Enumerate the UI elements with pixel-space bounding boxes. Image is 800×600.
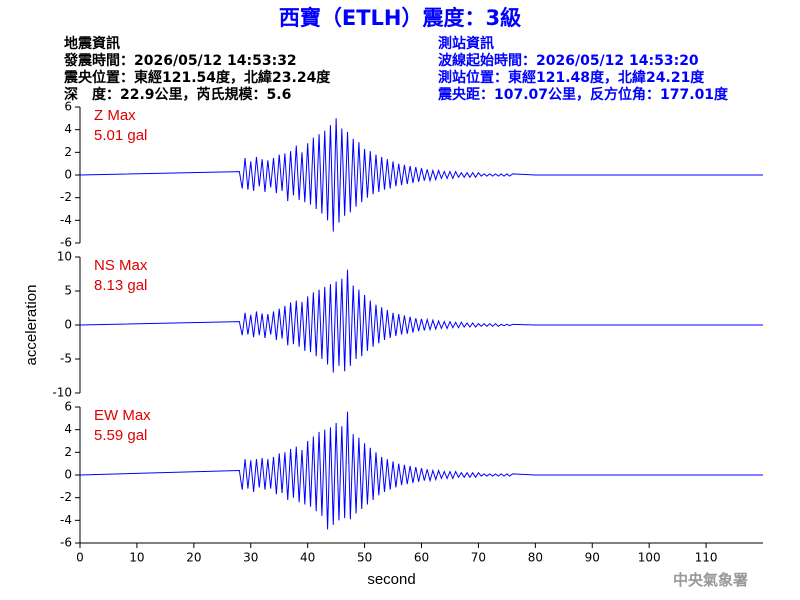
x-tick-label: 60: [414, 551, 429, 565]
y-tick-label: -4: [60, 513, 72, 527]
waveform: [79, 411, 763, 530]
x-tick-label: 10: [129, 551, 144, 565]
y-tick-label: -5: [60, 352, 72, 366]
event-info: 發震時間：2026/05/12 14:53:32: [63, 52, 297, 69]
x-tick-label: 70: [471, 551, 486, 565]
y-axis-label: acceleration: [23, 285, 40, 366]
y-tick-label: -4: [60, 213, 72, 227]
max-annotation: Z Max: [94, 107, 136, 124]
x-tick-label: 90: [585, 551, 600, 565]
x-axis-label: second: [367, 571, 415, 588]
x-tick-label: 30: [243, 551, 258, 565]
station-info: 測站資訊: [438, 35, 494, 52]
x-tick-label: 110: [695, 551, 718, 565]
x-tick-label: 20: [186, 551, 201, 565]
max-annotation: 5.59 gal: [94, 427, 147, 444]
waveform: [79, 269, 763, 373]
agency: 中央氣象署: [673, 571, 748, 589]
max-annotation: 5.01 gal: [94, 127, 147, 144]
y-tick-label: 0: [64, 168, 72, 182]
y-tick-label: 4: [64, 422, 72, 436]
x-tick-label: 80: [528, 551, 543, 565]
y-tick-label: -2: [60, 190, 72, 204]
max-annotation: EW Max: [94, 407, 151, 424]
y-tick-label: 10: [57, 250, 72, 264]
x-tick-label: 50: [357, 551, 372, 565]
y-tick-label: 0: [64, 468, 72, 482]
y-tick-label: 6: [64, 400, 72, 414]
max-annotation: 8.13 gal: [94, 277, 147, 294]
y-tick-label: 2: [64, 145, 72, 159]
y-tick-label: -2: [60, 490, 72, 504]
y-tick-label: 4: [64, 122, 72, 136]
station-info: 震央距：107.07公里，反方位角：177.01度: [437, 86, 729, 103]
x-tick-label: 0: [76, 551, 84, 565]
y-tick-label: 6: [64, 100, 72, 114]
x-tick-label: 100: [638, 551, 661, 565]
y-tick-label: -10: [52, 386, 72, 400]
x-tick-label: 40: [300, 551, 315, 565]
y-tick-label: -6: [60, 236, 72, 250]
station-info: 波線起始時間：2026/05/12 14:53:20: [438, 52, 699, 69]
max-annotation: NS Max: [94, 257, 148, 274]
event-info: 深 度：22.9公里，芮氏規模：5.6: [64, 86, 291, 103]
waveform: [79, 118, 763, 232]
y-tick-label: 2: [64, 445, 72, 459]
y-tick-label: 5: [64, 284, 72, 298]
y-tick-label: -6: [60, 536, 72, 550]
y-tick-label: 0: [64, 318, 72, 332]
station-info: 測站位置：東經121.48度，北緯24.21度: [438, 69, 705, 86]
event-info: 地震資訊: [64, 35, 120, 52]
title: 西寶（ETLH）震度：3級: [279, 6, 521, 30]
event-info: 震央位置：東經121.54度，北緯23.24度: [63, 69, 331, 86]
